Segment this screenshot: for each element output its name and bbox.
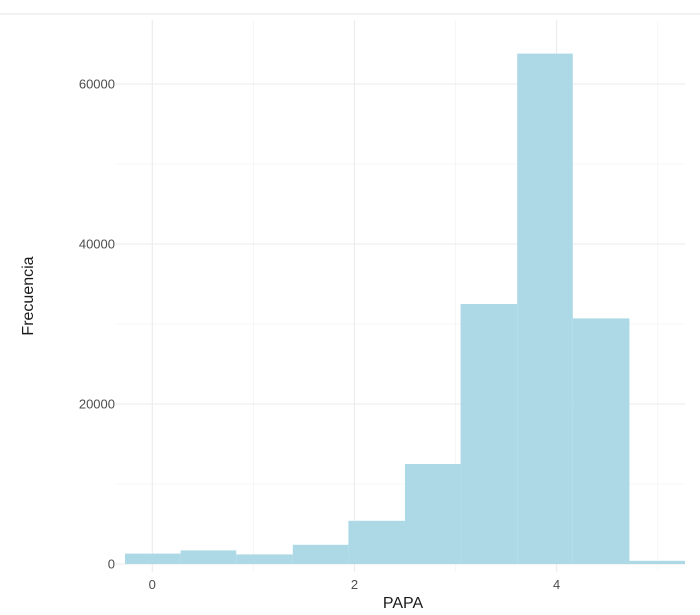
y-axis-title: Frecuencia <box>20 256 37 335</box>
histogram-bar <box>292 544 349 564</box>
histogram-bar <box>460 304 518 564</box>
histogram-bar <box>517 53 573 564</box>
histogram-bar <box>572 318 630 564</box>
x-tick-label: 0 <box>149 577 156 592</box>
histogram-bar <box>629 560 685 564</box>
y-tick-label: 20000 <box>79 397 115 412</box>
histogram-bar <box>348 520 405 564</box>
y-tick-label: 60000 <box>79 77 115 92</box>
histogram-bar <box>405 464 461 564</box>
histogram-bar <box>236 554 293 564</box>
y-tick-labels: 0 20000 40000 60000 <box>79 77 115 572</box>
histogram-bar <box>125 553 181 564</box>
histogram-bar <box>180 550 237 564</box>
x-axis-title: PAPA <box>383 595 424 612</box>
x-tick-label: 2 <box>351 577 358 592</box>
histogram-bars <box>125 53 685 564</box>
x-tick-label: 4 <box>553 577 560 592</box>
x-tick-labels: 0 2 4 <box>149 577 561 592</box>
y-tick-label: 40000 <box>79 237 115 252</box>
y-tick-label: 0 <box>108 557 115 572</box>
